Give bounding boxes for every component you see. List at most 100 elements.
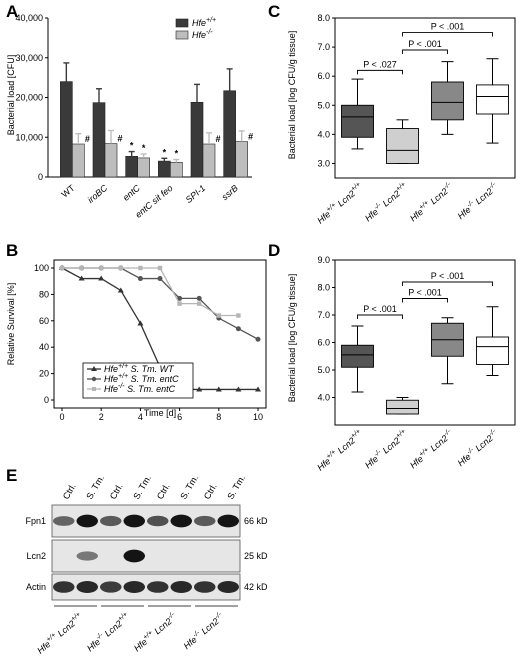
panel-a-category-label: iroBC: [86, 183, 110, 205]
panel-label-c: C: [268, 2, 280, 21]
panel-a-significance-marker: #: [215, 134, 220, 144]
panel-a-bar: [190, 101, 204, 178]
panel-d-group-label: Hfe-/- Lcn2-/-: [455, 428, 500, 469]
panel-b-y-tick-label: 40: [39, 342, 49, 352]
panel-e-lane-label: S. Tm.: [178, 473, 200, 501]
panel-a-category-label: ssrB: [220, 183, 240, 202]
panel-a-y-tick-label: 40,000: [15, 13, 43, 23]
panel-d-group-label-b_sup: +/+: [395, 428, 407, 440]
panel-e-band: [147, 581, 169, 593]
panel-b-point: [157, 265, 163, 271]
panel-e-row-label: Actin: [26, 582, 46, 592]
panel-e-group-label-b_sup: -/-: [167, 611, 177, 621]
panel-c-group-label-b_sup: -/-: [443, 181, 453, 191]
panel-e-band: [217, 514, 239, 528]
panel-b-legend-label-label_sup: +/+: [118, 363, 128, 370]
panel-e-lane-label: Ctrl.: [61, 482, 78, 501]
panel-d-ylabel: Bacterial load [log CFU/g tissue]: [287, 274, 297, 403]
panel-c-y-tick-label: 6.0: [317, 71, 330, 81]
panel-c-y-tick-label: 5.0: [317, 100, 330, 110]
panel-e-lane-label: S. Tm.: [84, 473, 106, 501]
panel-d-group-label-a_sup: +/+: [418, 447, 430, 459]
panel-b-point: [236, 313, 241, 318]
panel-a-legend-swatch: [175, 18, 189, 28]
panel-b-point: [255, 386, 261, 392]
panel-a-bar: [104, 143, 118, 178]
panel-e-group-label-b_sup: -/-: [214, 611, 224, 621]
panel-c-group-label-b_sup: -/-: [488, 181, 498, 191]
panel-e-group-label: Hfe+/+ Lcn2-/-: [131, 611, 179, 654]
panel-e-band: [76, 581, 98, 593]
panel-a-significance-marker: *: [175, 149, 179, 159]
panel-e-band: [100, 515, 122, 527]
panel-a-y-tick-label: 10,000: [15, 132, 43, 142]
panel-e-band: [194, 515, 216, 527]
panel-e-band: [76, 514, 98, 528]
panel-b-y-tick-label: 0: [44, 395, 49, 405]
panel-b-point: [255, 336, 261, 342]
panel-a-legend-label-name_main: Hfe: [192, 30, 206, 40]
panel-b-point: [137, 276, 143, 282]
panel-e-band: [53, 581, 75, 593]
panel-b-point: [59, 265, 65, 271]
panel-b-point: [196, 295, 202, 301]
panel-c-significance-bracket: [357, 69, 403, 75]
panel-b-point: [235, 326, 241, 332]
panel-b-legend-label-label_sup: -/-: [118, 383, 125, 390]
panel-d-significance-bracket: [402, 281, 493, 286]
panel-e-group-label: Hfe+/+ Lcn2+/+: [35, 611, 85, 656]
panel-d-group-label-b_sup: -/-: [488, 428, 498, 438]
panel-c-p-value: P < .001: [431, 22, 465, 32]
panel-d-box: [476, 336, 509, 365]
panel-b-legend-label: Hfe+/+ S. Tm. entC: [104, 373, 179, 384]
panel-e-band: [76, 551, 98, 561]
panel-b-y-tick-label: 100: [34, 263, 49, 273]
panel-e-band: [123, 549, 145, 563]
panel-b-point: [216, 313, 221, 318]
panel-a-legend-swatch: [175, 30, 189, 40]
panel-b-point: [99, 265, 104, 271]
panel-e-row-label: Fpn1: [25, 516, 46, 526]
panel-c-group-label: Hfe-/- Lcn2-/-: [455, 181, 500, 222]
panel-c-group-label: Hfe-/- Lcn2+/+: [362, 181, 410, 223]
panel-a-bar: [137, 157, 150, 178]
panel-b-point: [235, 386, 242, 392]
panel-a-bar: [60, 81, 73, 178]
panel-a-legend-label: Hfe-/-: [192, 29, 213, 40]
panel-a-y-tick-label: 0: [38, 172, 43, 182]
panel-a-bar: [202, 143, 216, 178]
panel-d-group-label-b_sup: -/-: [443, 428, 453, 438]
panel-c-group-label: Hfe+/+ Lcn2-/-: [407, 181, 455, 224]
panel-a-bar: [170, 161, 183, 178]
panel-c-significance-bracket: [402, 32, 493, 37]
panel-d-y-tick-label: 7.0: [317, 310, 330, 320]
panel-e-western-blot: Ctrl. S. Tm. Ctrl. S. Tm. Ctrl. S. Tm. Ctrl. S.…: [25, 473, 268, 656]
panel-c-box: [476, 84, 509, 115]
panel-e-group-label-b_sup: +/+: [70, 611, 82, 623]
panel-e-lane-label: Ctrl.: [108, 482, 125, 501]
panel-e-band: [170, 581, 192, 593]
panel-b-legend-label: Hfe-/- S. Tm. entC: [104, 383, 176, 394]
panel-e-lane-label: Ctrl.: [155, 482, 172, 501]
panel-a-category-label: WT: [59, 183, 77, 200]
panel-b-legend-marker: [91, 376, 97, 382]
panel-b-x-tick-label: 10: [253, 412, 263, 422]
panel-c-y-tick-label: 8.0: [317, 13, 330, 23]
panel-e-lane-label: S. Tm.: [225, 473, 247, 501]
panel-label-a: A: [6, 2, 18, 21]
panel-b-x-tick-label: 8: [216, 412, 221, 422]
panel-c-group-label-b_sup: +/+: [350, 181, 362, 193]
panel-d-group-label: Hfe+/+ Lcn2+/+: [315, 428, 365, 473]
panel-e-band: [217, 581, 239, 593]
panel-label-e: E: [6, 466, 17, 485]
panel-b-point: [157, 276, 163, 282]
panel-e-row-label: Lcn2: [26, 551, 46, 561]
panel-d-y-tick-label: 5.0: [317, 365, 330, 375]
panel-a-legend-label-name_sup: +/+: [206, 17, 216, 24]
panel-a-y-tick-label: 20,000: [15, 93, 43, 103]
panel-a-bar: [158, 160, 171, 178]
panel-a-bar: [235, 141, 248, 178]
